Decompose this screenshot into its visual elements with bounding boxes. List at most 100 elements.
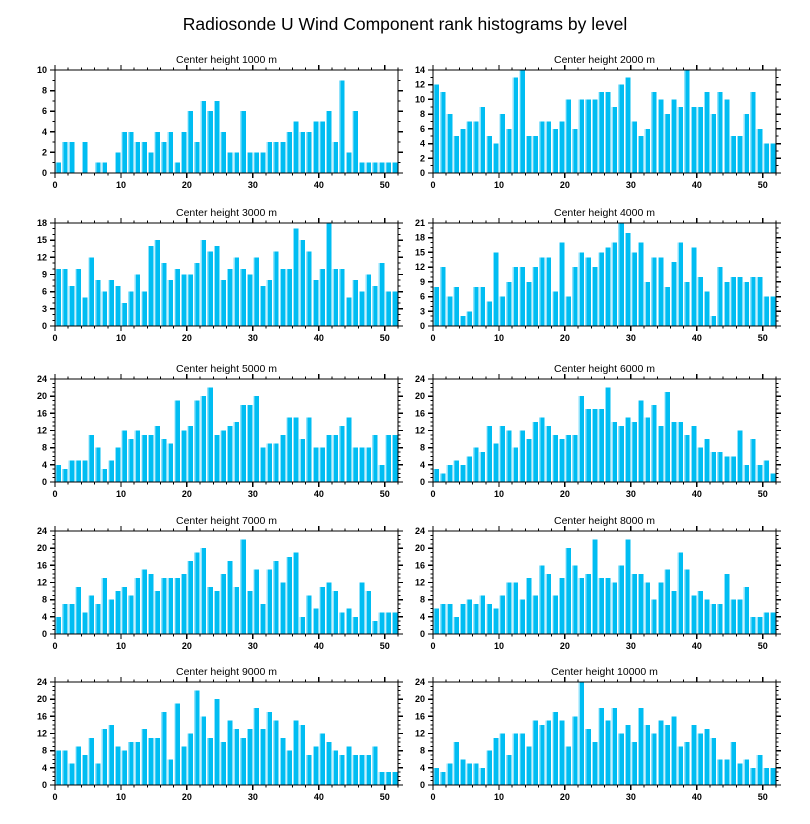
bar-highlight-edge	[200, 548, 202, 634]
bar-highlight-edge	[339, 426, 341, 482]
bar-highlight-edge	[141, 569, 143, 635]
bar-highlight-edge	[299, 439, 301, 482]
subplot-title: Center height 2000 m	[554, 54, 655, 66]
histogram-bar	[459, 464, 466, 482]
histogram-bar	[624, 77, 631, 173]
histogram-bar	[174, 578, 180, 634]
bar-highlight-edge	[213, 699, 216, 785]
bar-highlight-edge	[545, 720, 547, 786]
bar-highlight-edge	[55, 162, 57, 173]
bar-highlight-edge	[670, 421, 673, 482]
bar-highlight-edge	[552, 595, 554, 635]
histogram-bar	[332, 750, 339, 785]
bar-highlight-edge	[703, 439, 706, 482]
bar-highlight-edge	[385, 162, 387, 173]
histogram-bar	[743, 281, 750, 326]
histogram-bar	[618, 733, 624, 785]
histogram-bar	[385, 162, 391, 173]
bar-highlight-edge	[631, 421, 633, 482]
histogram-bar	[372, 621, 378, 635]
histogram-bar	[266, 142, 273, 173]
histogram-bar	[638, 400, 644, 482]
bar-highlight-edge	[299, 724, 301, 785]
histogram-bar	[154, 131, 161, 173]
bar-highlight-edge	[325, 434, 328, 482]
histogram-bar	[532, 421, 539, 482]
bar-highlight-edge	[743, 586, 745, 634]
y-tick-label: 16	[37, 711, 47, 721]
histogram-bar	[453, 286, 459, 326]
bar-highlight-edge	[473, 763, 475, 785]
histogram-bar	[677, 421, 684, 482]
bar-highlight-edge	[591, 742, 594, 785]
x-tick-label: 50	[758, 792, 768, 802]
bar-highlight-edge	[532, 267, 534, 326]
histogram-bar	[174, 400, 180, 482]
bar-highlight-edge	[292, 552, 295, 634]
histogram-bar	[207, 251, 213, 326]
histogram-bar	[677, 242, 684, 326]
histogram-bar	[459, 316, 466, 326]
x-tick-label: 0	[52, 333, 57, 343]
bar-highlight-edge	[391, 162, 394, 173]
bar-highlight-edge	[128, 131, 130, 173]
histogram-bar	[453, 616, 459, 634]
subplot-title: Center height 3000 m	[176, 207, 277, 219]
histogram-bar	[743, 464, 750, 482]
bar-highlight-edge	[539, 417, 541, 483]
histogram-bar	[220, 573, 226, 634]
bar-highlight-edge	[121, 303, 123, 326]
bar-highlight-edge	[459, 759, 462, 785]
y-tick-label: 0	[42, 780, 47, 790]
x-tick-label: 10	[494, 792, 504, 802]
bar-highlight-edge	[670, 716, 673, 785]
bar-highlight-edge	[358, 291, 361, 326]
histogram-bar	[167, 443, 174, 483]
bar-highlight-edge	[763, 767, 765, 785]
histogram-bar	[552, 128, 558, 173]
histogram-bar	[545, 573, 552, 634]
bar-highlight-edge	[273, 561, 275, 634]
histogram-bar	[763, 143, 769, 173]
bar-highlight-edge	[605, 92, 607, 173]
histogram-bar	[684, 70, 690, 173]
histogram-bar	[154, 426, 161, 482]
histogram-bar	[486, 136, 492, 173]
bar-highlight-edge	[664, 569, 666, 635]
y-tick-label: 6	[42, 106, 47, 116]
bar-highlight-edge	[697, 106, 699, 173]
histogram-bar	[88, 737, 95, 785]
bar-highlight-edge	[114, 746, 117, 786]
histogram-bar	[532, 595, 539, 635]
y-tick-label: 12	[415, 578, 425, 588]
bar-highlight-edge	[519, 70, 521, 173]
bar-highlight-edge	[167, 759, 169, 785]
histogram-bar	[180, 274, 187, 326]
histogram-bar	[756, 754, 763, 785]
bar-highlight-edge	[233, 257, 235, 326]
x-tick-label: 30	[626, 641, 636, 651]
bar-highlight-edge	[769, 473, 772, 482]
bar-highlight-edge	[670, 262, 673, 326]
histogram-bar	[624, 417, 631, 483]
histogram-bar	[319, 586, 325, 634]
bar-highlight-edge	[558, 121, 561, 173]
bar-highlight-edge	[55, 750, 57, 785]
histogram-bar	[279, 582, 286, 634]
histogram-bar	[128, 291, 134, 326]
histogram-bar	[108, 460, 114, 482]
histogram-bar	[710, 114, 717, 173]
histogram-bar	[723, 759, 730, 785]
bar-highlight-edge	[638, 400, 640, 482]
bar-highlight-edge	[525, 281, 528, 326]
x-tick-label: 40	[314, 641, 324, 651]
bar-highlight-edge	[651, 92, 653, 173]
histogram-bar	[240, 111, 246, 173]
histogram-bar	[736, 136, 743, 173]
bar-highlight-edge	[572, 434, 574, 482]
histogram-bar	[644, 128, 651, 173]
histogram-bar	[539, 565, 545, 634]
histogram-bar	[433, 84, 440, 173]
histogram-bar	[479, 286, 486, 326]
